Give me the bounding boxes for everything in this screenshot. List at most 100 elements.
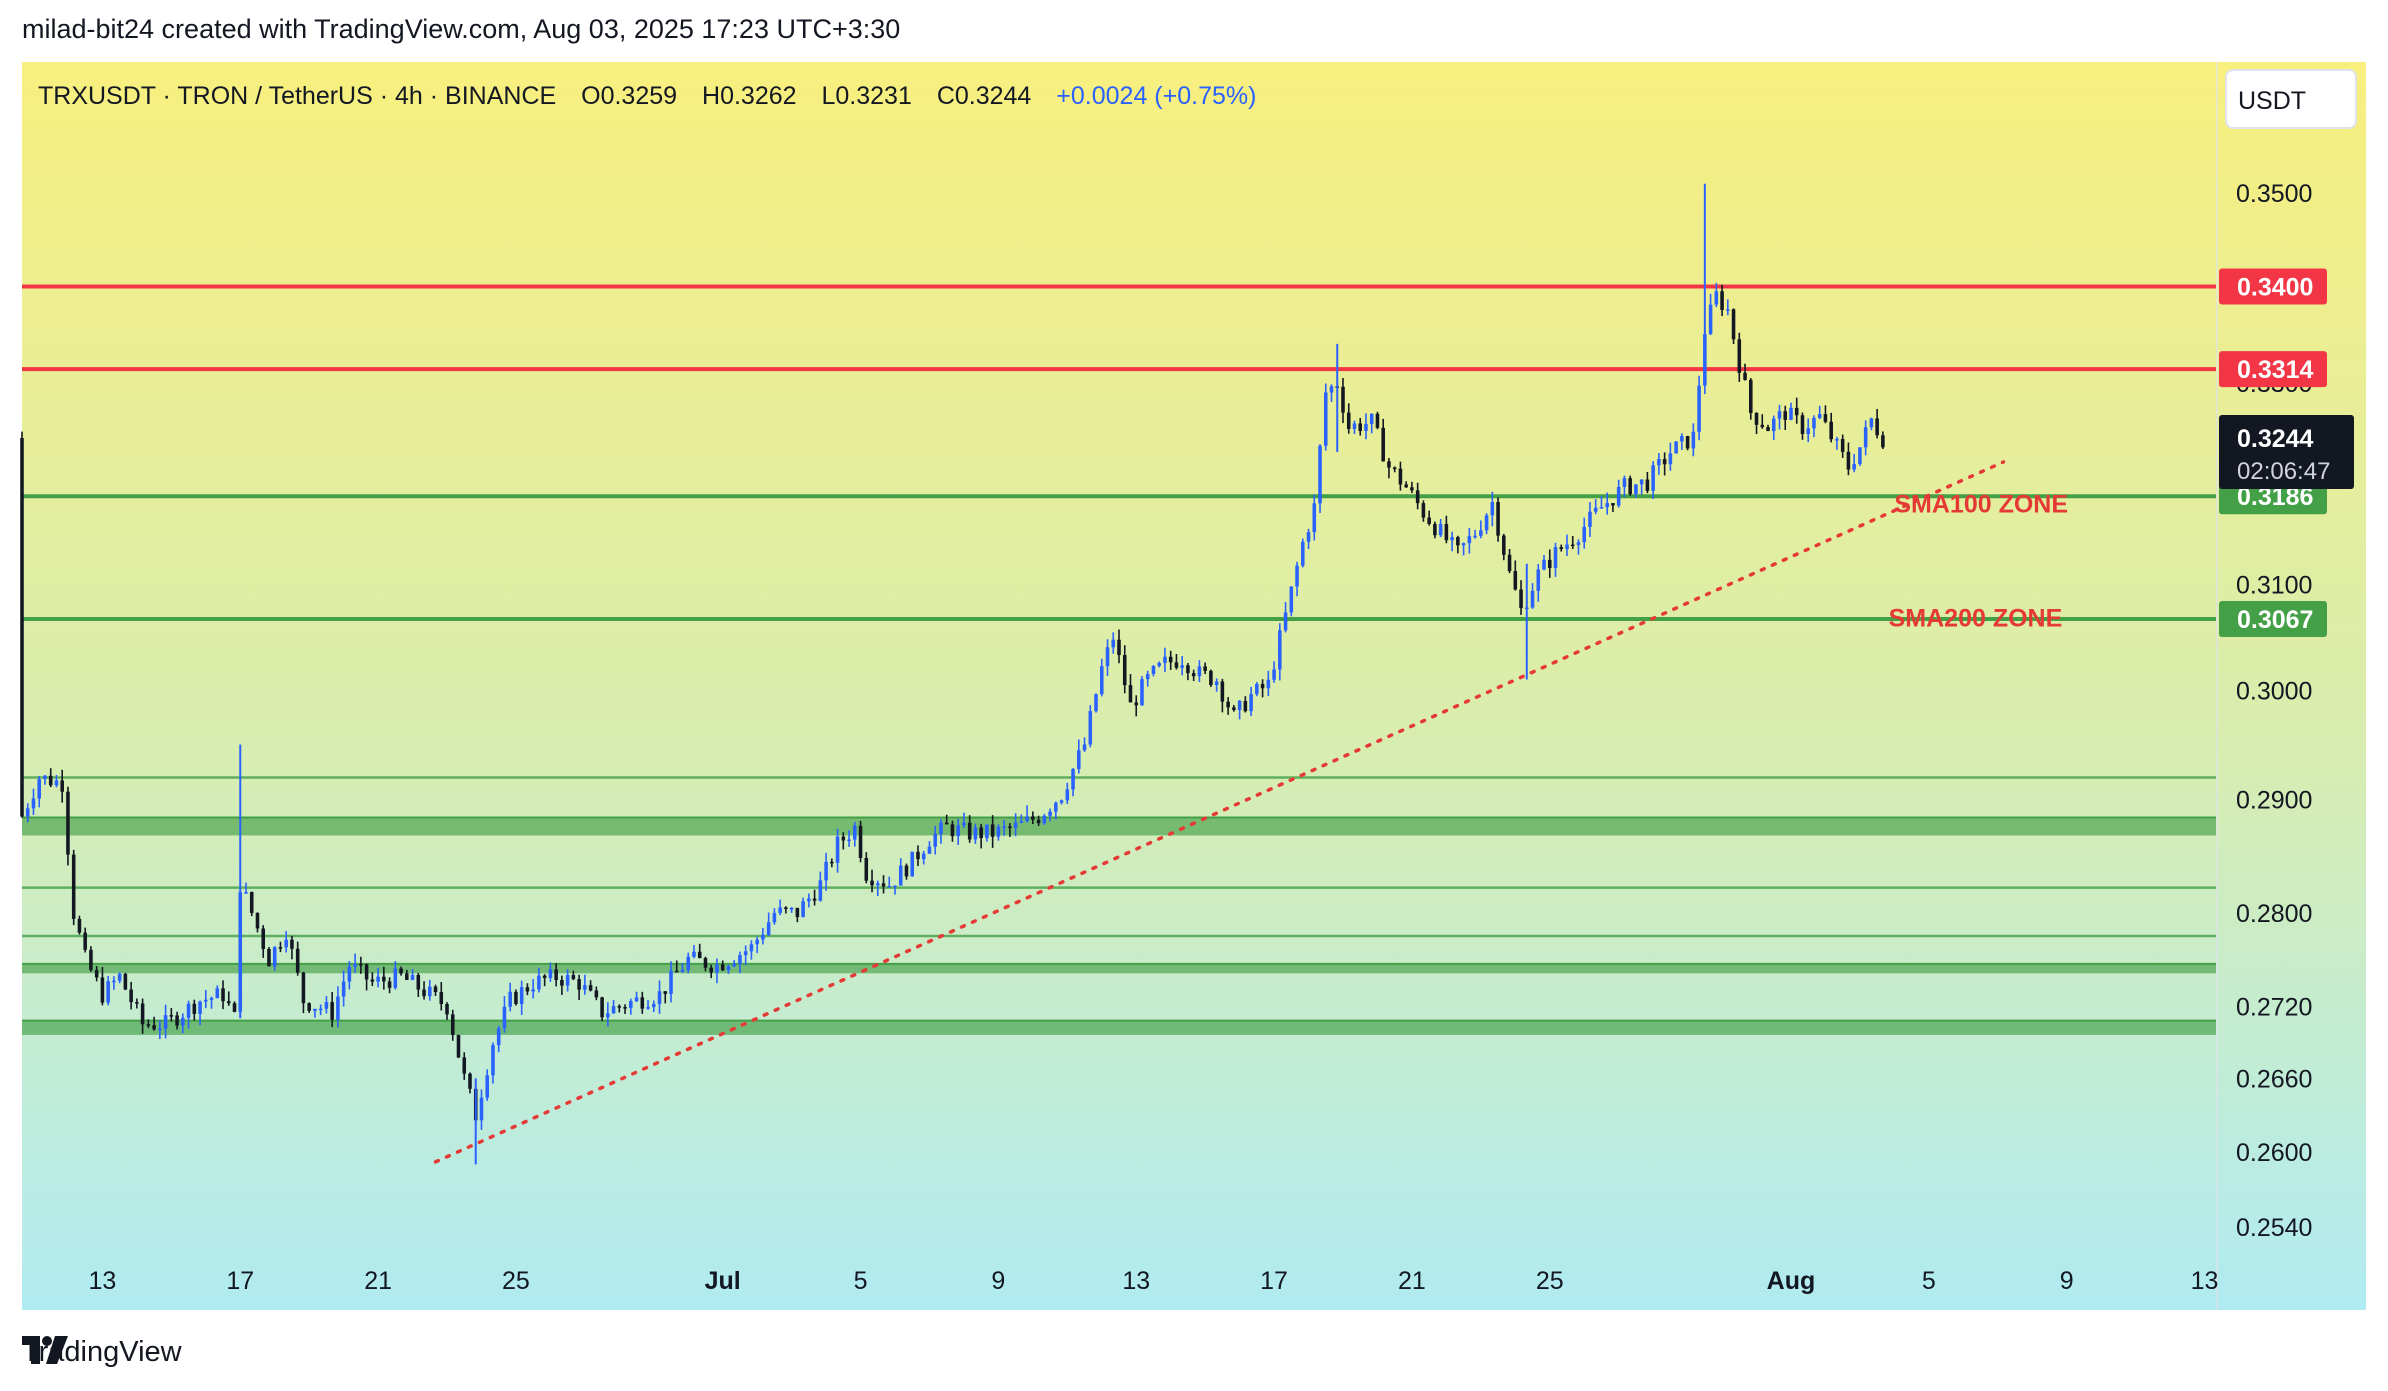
candle[interactable] bbox=[1180, 656, 1184, 676]
candle[interactable] bbox=[525, 983, 530, 996]
candle[interactable] bbox=[1318, 444, 1322, 514]
candle[interactable] bbox=[910, 851, 915, 877]
candle[interactable] bbox=[140, 998, 145, 1034]
candle[interactable] bbox=[818, 871, 823, 902]
candle[interactable] bbox=[646, 1000, 650, 1010]
candle[interactable] bbox=[1140, 676, 1144, 706]
candle[interactable] bbox=[680, 963, 685, 973]
candle[interactable] bbox=[129, 981, 133, 1010]
candle[interactable] bbox=[376, 967, 380, 988]
candle[interactable] bbox=[1071, 768, 1075, 797]
candle[interactable] bbox=[755, 936, 759, 954]
candle[interactable] bbox=[1255, 682, 1259, 697]
candle[interactable] bbox=[1157, 661, 1161, 668]
candle[interactable] bbox=[847, 830, 851, 847]
candle[interactable] bbox=[100, 967, 105, 1006]
candle[interactable] bbox=[1174, 654, 1179, 670]
candle[interactable] bbox=[692, 945, 696, 959]
candle[interactable] bbox=[1858, 447, 1862, 466]
candle[interactable] bbox=[341, 970, 346, 1007]
candle[interactable] bbox=[1634, 484, 1638, 498]
candle[interactable] bbox=[1191, 669, 1196, 682]
candle[interactable] bbox=[1099, 658, 1104, 697]
candle[interactable] bbox=[336, 986, 340, 1028]
candle[interactable] bbox=[106, 975, 110, 1006]
candle[interactable] bbox=[841, 832, 846, 850]
candle[interactable] bbox=[313, 1008, 317, 1018]
candle[interactable] bbox=[1611, 503, 1615, 512]
candle[interactable] bbox=[1863, 420, 1868, 456]
candle[interactable] bbox=[962, 812, 966, 828]
candle[interactable] bbox=[60, 769, 64, 803]
candle[interactable] bbox=[1714, 282, 1719, 308]
candle[interactable] bbox=[364, 963, 369, 991]
candle[interactable] bbox=[25, 803, 30, 823]
candle[interactable] bbox=[1766, 424, 1770, 432]
candle[interactable] bbox=[588, 980, 593, 992]
candle[interactable] bbox=[399, 966, 403, 976]
candle[interactable] bbox=[617, 1004, 622, 1013]
candle[interactable] bbox=[996, 824, 1001, 841]
candle[interactable] bbox=[1369, 413, 1374, 434]
candle[interactable] bbox=[1628, 475, 1632, 496]
candle[interactable] bbox=[1496, 497, 1500, 542]
ascending-trendline[interactable] bbox=[433, 460, 2006, 1164]
candle[interactable] bbox=[669, 961, 673, 1003]
candle[interactable] bbox=[146, 1019, 151, 1029]
candle[interactable] bbox=[1490, 491, 1495, 527]
candle[interactable] bbox=[1329, 384, 1334, 402]
candle[interactable] bbox=[284, 931, 288, 953]
candle[interactable] bbox=[1794, 397, 1799, 424]
candle[interactable] bbox=[1209, 669, 1213, 688]
candle[interactable] bbox=[1036, 815, 1041, 826]
candle[interactable] bbox=[491, 1042, 495, 1084]
candle[interactable] bbox=[20, 431, 24, 818]
candle[interactable] bbox=[1421, 500, 1426, 522]
candle[interactable] bbox=[1553, 542, 1558, 577]
candle[interactable] bbox=[1415, 482, 1420, 510]
candle[interactable] bbox=[1186, 662, 1190, 681]
candle[interactable] bbox=[1168, 650, 1173, 670]
candle[interactable] bbox=[1846, 442, 1851, 476]
candle[interactable] bbox=[1054, 801, 1058, 820]
candle[interactable] bbox=[663, 991, 668, 1004]
candle[interactable] bbox=[198, 1000, 202, 1026]
candle[interactable] bbox=[1094, 693, 1098, 713]
candle[interactable] bbox=[1237, 699, 1242, 720]
candle[interactable] bbox=[1456, 535, 1460, 554]
candle[interactable] bbox=[261, 925, 266, 958]
candle[interactable] bbox=[1662, 452, 1667, 476]
candle[interactable] bbox=[634, 991, 639, 1003]
candle[interactable] bbox=[1301, 538, 1305, 568]
candle[interactable] bbox=[720, 960, 725, 972]
candle[interactable] bbox=[1375, 411, 1380, 430]
candle[interactable] bbox=[1008, 823, 1012, 837]
candle[interactable] bbox=[232, 1001, 237, 1013]
candle[interactable] bbox=[54, 774, 59, 788]
candle[interactable] bbox=[1145, 670, 1150, 687]
candle[interactable] bbox=[1048, 808, 1052, 822]
candle[interactable] bbox=[1697, 375, 1701, 441]
candle[interactable] bbox=[1507, 548, 1512, 574]
candle[interactable] bbox=[898, 858, 903, 886]
candle[interactable] bbox=[1249, 686, 1253, 717]
candle[interactable] bbox=[1875, 408, 1879, 439]
candle[interactable] bbox=[1737, 332, 1742, 382]
candle[interactable] bbox=[1082, 737, 1087, 752]
candle[interactable] bbox=[410, 969, 415, 981]
candle[interactable] bbox=[1812, 415, 1816, 438]
candle[interactable] bbox=[743, 945, 748, 966]
candle[interactable] bbox=[244, 882, 248, 894]
candle[interactable] bbox=[1243, 696, 1248, 713]
candle[interactable] bbox=[123, 972, 128, 991]
candle[interactable] bbox=[439, 981, 444, 1011]
candle[interactable] bbox=[715, 958, 719, 984]
candle[interactable] bbox=[1731, 308, 1736, 345]
candle[interactable] bbox=[956, 818, 960, 845]
candle[interactable] bbox=[1588, 502, 1592, 537]
candle[interactable] bbox=[554, 963, 558, 987]
candle[interactable] bbox=[445, 1002, 449, 1020]
candle[interactable] bbox=[577, 974, 581, 1001]
candle[interactable] bbox=[485, 1069, 490, 1101]
candle[interactable] bbox=[1019, 814, 1024, 824]
